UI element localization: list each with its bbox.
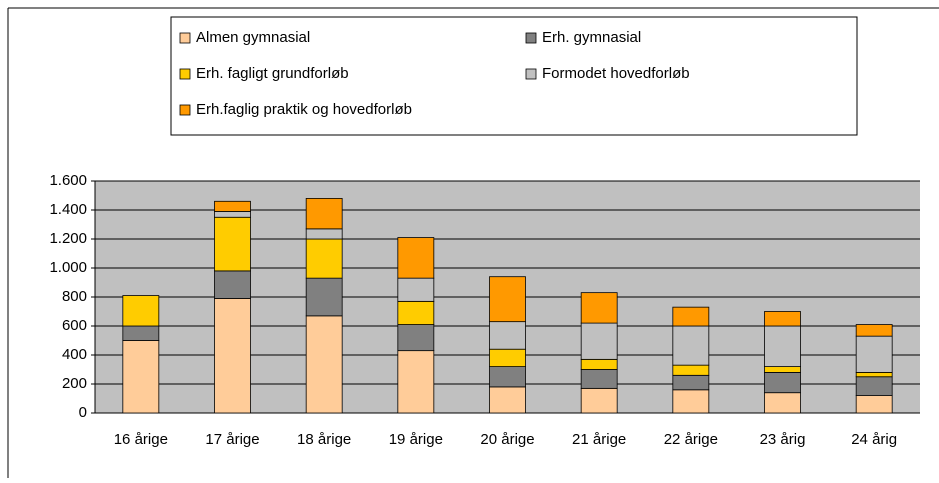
y-tick-label: 600	[62, 317, 87, 334]
x-tick-label: 19 årige	[389, 431, 443, 448]
bar-segment	[672, 306, 710, 327]
legend-swatch	[525, 68, 537, 80]
y-tick-label: 1.400	[49, 201, 87, 218]
y-tick-label: 1.000	[49, 259, 87, 276]
legend-swatch	[179, 32, 191, 44]
legend-label: Erh. gymnasial	[542, 29, 641, 46]
bar-segment	[214, 200, 251, 212]
bar-segment	[580, 387, 618, 414]
bar-segment	[764, 311, 801, 327]
bar-segment	[214, 270, 251, 299]
bar-segment	[855, 335, 893, 373]
bar-segment	[122, 340, 160, 414]
bar-segment	[855, 371, 893, 378]
bar-segment	[214, 216, 251, 272]
bar-segment	[672, 374, 710, 391]
bar-segment	[580, 292, 618, 324]
y-tick-label: 800	[62, 288, 87, 305]
y-tick-label: 0	[79, 404, 87, 421]
legend-label: Erh.faglig praktik og hovedforløb	[196, 101, 412, 118]
bar-segment	[764, 392, 801, 414]
y-tick-label: 400	[62, 346, 87, 363]
bar-segment	[489, 386, 526, 414]
bar-segment	[305, 277, 343, 317]
bar-segment	[672, 325, 710, 366]
legend-label: Erh. fagligt grundforløb	[196, 65, 349, 82]
bar-segment	[305, 228, 343, 240]
x-tick-label: 23 årig	[760, 431, 806, 448]
bar-segment	[397, 350, 435, 414]
legend-swatch	[179, 68, 191, 80]
bar-segment	[305, 238, 343, 279]
bar-segment	[397, 300, 435, 325]
x-tick-label: 24 årig	[851, 431, 897, 448]
bar-segment	[397, 277, 435, 302]
y-tick-label: 1.200	[49, 230, 87, 247]
x-tick-label: 18 årige	[297, 431, 351, 448]
bar-segment	[672, 364, 710, 376]
x-tick-label: 20 årige	[480, 431, 534, 448]
bar-segment	[397, 324, 435, 352]
bar-segment	[672, 389, 710, 414]
x-tick-label: 16 årige	[114, 431, 168, 448]
bar-segment	[122, 325, 160, 341]
legend-label: Formodet hovedforløb	[542, 65, 690, 82]
y-tick-label: 1.600	[49, 172, 87, 189]
x-tick-label: 17 årige	[205, 431, 259, 448]
bar-segment	[580, 322, 618, 360]
bar-segment	[305, 197, 343, 230]
bar-segment	[214, 211, 251, 218]
bar-segment	[305, 315, 343, 414]
bar-segment	[489, 348, 526, 368]
legend-swatch	[179, 104, 191, 116]
legend-label: Almen gymnasial	[196, 29, 310, 46]
x-tick-label: 22 årige	[664, 431, 718, 448]
bar-segment	[764, 325, 801, 367]
bar-segment	[122, 295, 160, 327]
y-tick-label: 200	[62, 375, 87, 392]
bar-segment	[397, 237, 435, 279]
bar-segment	[580, 369, 618, 389]
bar-segment	[489, 366, 526, 388]
legend-box	[170, 16, 858, 136]
x-tick-label: 21 årige	[572, 431, 626, 448]
bar-segment	[855, 324, 893, 337]
legend-swatch	[525, 32, 537, 44]
bar-segment	[764, 371, 801, 394]
bar-segment	[489, 321, 526, 350]
bar-segment	[489, 276, 526, 323]
bar-segment	[855, 376, 893, 397]
bar-segment	[580, 358, 618, 370]
bar-segment	[214, 298, 251, 414]
bar-segment	[764, 366, 801, 373]
bar-segment	[855, 395, 893, 414]
